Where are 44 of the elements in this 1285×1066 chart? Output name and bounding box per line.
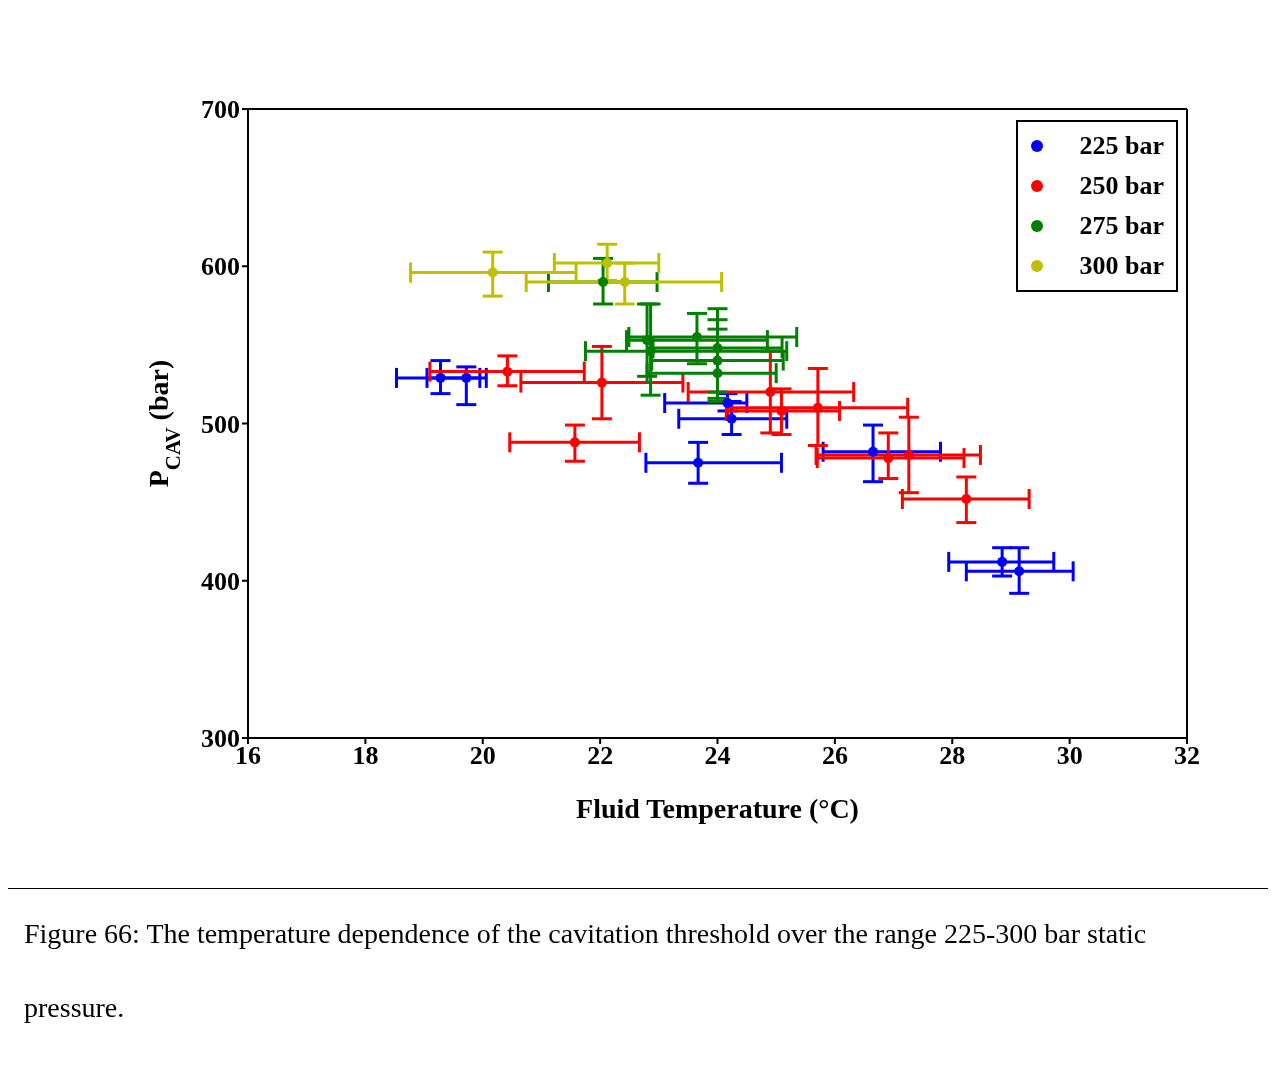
point xyxy=(693,457,704,468)
point xyxy=(765,387,776,398)
point xyxy=(712,355,723,366)
point xyxy=(569,437,580,448)
y-tick-label: 400 xyxy=(201,566,240,596)
x-axis-title: Fluid Temperature (°C) xyxy=(576,793,859,824)
x-tick-label: 22 xyxy=(587,741,614,771)
legend-label: 250 bar xyxy=(1079,170,1164,202)
point xyxy=(487,267,498,278)
point xyxy=(726,413,737,424)
point xyxy=(691,332,702,343)
point xyxy=(776,405,787,416)
point xyxy=(645,346,656,357)
x-tick-label: 30 xyxy=(1056,741,1083,771)
y-tick-label: 700 xyxy=(201,95,240,125)
point xyxy=(435,372,446,383)
x-tick-label: 24 xyxy=(704,741,731,771)
point xyxy=(461,372,472,383)
point xyxy=(883,453,894,464)
legend-label: 275 bar xyxy=(1079,210,1164,242)
point xyxy=(812,402,823,413)
point xyxy=(961,493,972,504)
legend-label: 225 bar xyxy=(1079,130,1164,162)
point xyxy=(903,449,914,460)
y-tick-label: 500 xyxy=(201,409,240,439)
x-tick-label: 26 xyxy=(821,741,848,771)
x-tick-label: 20 xyxy=(469,741,496,771)
point xyxy=(1014,566,1025,577)
point xyxy=(712,343,723,354)
point xyxy=(712,368,723,379)
point xyxy=(598,276,609,287)
point xyxy=(868,446,879,457)
text: Figure 66: The temperature dependence of the cavitation threshold over the range 225-300 bar static pressure. xyxy=(24,918,1147,1023)
point xyxy=(997,556,1008,567)
point xyxy=(722,398,733,409)
x-tick-label: 18 xyxy=(352,741,379,771)
y-tick-label: 600 xyxy=(201,252,240,282)
point xyxy=(619,276,630,287)
x-tick-label: 28 xyxy=(939,741,966,771)
point xyxy=(502,366,513,377)
point xyxy=(596,377,607,388)
legend-label: 300 bar xyxy=(1079,250,1164,282)
point xyxy=(602,258,613,269)
x-tick-label: 32 xyxy=(1174,741,1200,771)
